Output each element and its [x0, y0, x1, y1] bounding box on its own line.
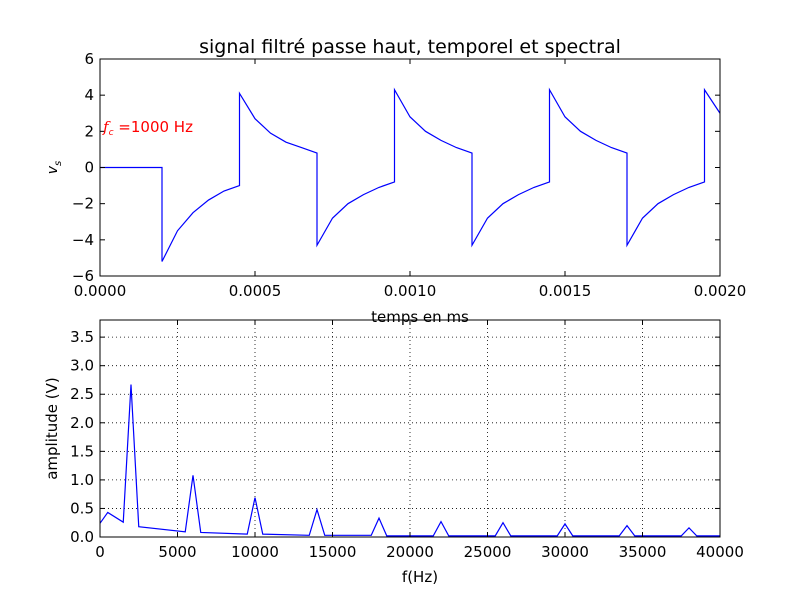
spectral-x-axis-label: f(Hz) — [402, 568, 438, 586]
spectral-y-tick-label: 3.0 — [70, 357, 94, 375]
temporal-y-tick-label: 2 — [84, 122, 94, 140]
temporal-x-tick-label: 0.0005 — [229, 282, 282, 300]
temporal-x-tick-label: 0.0020 — [694, 282, 747, 300]
temporal-x-axis-label: temps en ms — [371, 308, 469, 326]
spectral-y-tick-label: 2.0 — [70, 414, 94, 432]
figure-title: signal filtré passe haut, temporel et sp… — [199, 36, 621, 58]
spectral-x-tick-label: 0 — [95, 543, 105, 561]
spectral-x-tick-label: 25000 — [464, 543, 512, 561]
temporal-y-tick-label: −2 — [72, 195, 94, 213]
spectral-x-tick-label: 35000 — [619, 543, 667, 561]
temporal-plot: 0.0000 0.0005 0.0010 0.0015 0.0020 −6 −4 −2 0 2 4 6… — [45, 50, 746, 326]
spectral-x-tick-label: 15000 — [309, 543, 357, 561]
temporal-x-tick-label: 0.0010 — [384, 282, 437, 300]
temporal-y-tick-label: −6 — [72, 267, 94, 285]
spectral-y-tick-label: 0.5 — [70, 499, 94, 517]
temporal-y-tick-label: −4 — [72, 231, 94, 249]
temporal-y-tick-label: 0 — [84, 159, 94, 177]
spectral-x-tick-label: 10000 — [231, 543, 279, 561]
temporal-x-tick-label: 0.0000 — [74, 282, 127, 300]
spectral-y-tick-label: 0.0 — [70, 528, 94, 546]
spectral-x-tick-label: 5000 — [158, 543, 196, 561]
spectral-y-tick-label: 2.5 — [70, 385, 94, 403]
spectral-x-tick-label: 20000 — [386, 543, 434, 561]
temporal-y-tick-label: 6 — [84, 50, 94, 68]
spectral-y-tick-label: 1.0 — [70, 471, 94, 489]
spectral-y-tick-label: 3.5 — [70, 328, 94, 346]
temporal-x-tick-label: 0.0015 — [539, 282, 592, 300]
spectral-plot: 0 5000 10000 15000 20000 25000 30000 35000 40000… — [43, 319, 744, 586]
spectral-y-axis-label: amplitude (V) — [43, 377, 61, 480]
spectral-x-tick-label: 40000 — [696, 543, 744, 561]
spectral-x-tick-label: 30000 — [541, 543, 589, 561]
spectral-y-tick-label: 1.5 — [70, 442, 94, 460]
temporal-annotation: fc =1000 Hz — [102, 118, 193, 138]
temporal-y-tick-label: 4 — [84, 86, 94, 104]
temporal-series-line — [100, 87, 721, 262]
spectral-series-line — [99, 384, 720, 537]
temporal-y-axis-label: vs — [45, 161, 64, 175]
